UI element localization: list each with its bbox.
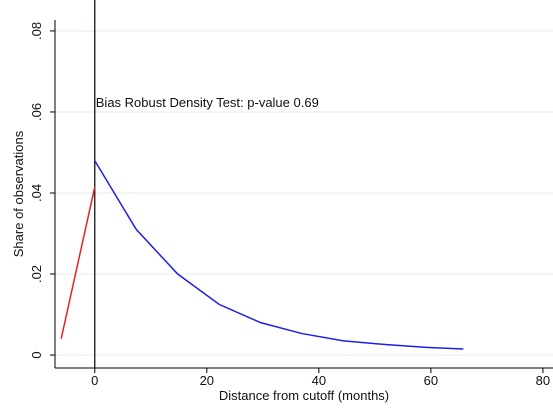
x-tick-label: 80	[536, 373, 550, 388]
y-tick-label: .08	[29, 22, 44, 40]
x-axis-label: Distance from cutoff (months)	[219, 388, 389, 403]
y-tick-label: .02	[29, 265, 44, 283]
line-series	[94, 160, 464, 350]
y-axis-label: Share of observations	[11, 130, 26, 257]
y-tick-label: .04	[29, 184, 44, 202]
x-tick-label: 20	[200, 373, 214, 388]
line-series	[60, 186, 96, 339]
annotation: Bias Robust Density Test: p-value 0.69	[96, 95, 319, 110]
y-tick-label: .06	[29, 103, 44, 121]
x-tick-label: 0	[91, 373, 98, 388]
x-tick-label: 40	[312, 373, 326, 388]
x-tick-label: 60	[424, 373, 438, 388]
y-tick-label: 0	[29, 351, 44, 358]
